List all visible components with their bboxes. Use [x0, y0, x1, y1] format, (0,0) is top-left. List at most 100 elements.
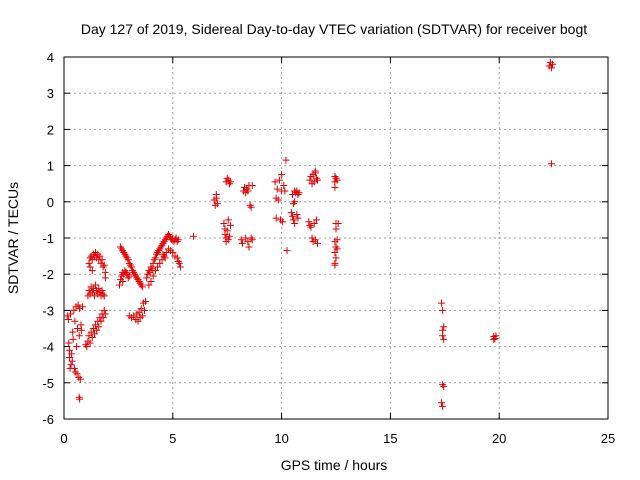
- data-point: [248, 182, 256, 190]
- data-point: [244, 238, 252, 246]
- data-point: [86, 339, 94, 347]
- data-point: [78, 303, 86, 311]
- data-point: [150, 256, 158, 264]
- data-point: [334, 220, 342, 228]
- data-point: [159, 239, 167, 247]
- data-point: [75, 332, 83, 340]
- data-point: [314, 239, 322, 247]
- data-point: [332, 225, 340, 233]
- data-point: [247, 203, 255, 211]
- data-point: [74, 301, 82, 309]
- y-tick-label: 4: [47, 50, 54, 65]
- data-point: [212, 191, 220, 199]
- y-tick-label: -6: [42, 412, 54, 427]
- data-point: [162, 248, 170, 256]
- data-point: [246, 201, 254, 209]
- data-point: [490, 335, 498, 343]
- data-point: [132, 272, 140, 280]
- data-point: [274, 196, 282, 204]
- data-point: [164, 230, 172, 238]
- data-point: [149, 259, 157, 267]
- data-point: [142, 297, 150, 305]
- data-point: [130, 312, 138, 320]
- data-point: [333, 245, 341, 253]
- data-point: [124, 256, 132, 264]
- y-tick-label: 3: [47, 86, 54, 101]
- data-point: [331, 248, 339, 256]
- data-point: [280, 182, 288, 190]
- y-tick-label: -1: [42, 231, 54, 246]
- data-point: [149, 272, 157, 280]
- data-point: [312, 216, 320, 224]
- data-point: [64, 315, 72, 323]
- data-point: [121, 267, 129, 275]
- data-point: [243, 185, 251, 193]
- data-point: [294, 214, 302, 222]
- data-point: [157, 243, 165, 251]
- data-point: [88, 334, 96, 342]
- data-point: [333, 236, 341, 244]
- data-point: [143, 274, 151, 282]
- data-point: [271, 178, 279, 186]
- data-point: [155, 247, 163, 255]
- data-point: [147, 263, 155, 271]
- data-point: [98, 256, 106, 264]
- data-point: [96, 252, 104, 260]
- data-point: [331, 261, 339, 269]
- data-point: [68, 350, 76, 358]
- data-point: [100, 292, 108, 300]
- x-tick-label: 0: [60, 431, 67, 446]
- y-axis-label: SDTVAR / TECUs: [5, 182, 21, 294]
- x-tick-label: 10: [274, 431, 288, 446]
- data-point: [97, 259, 105, 267]
- data-point: [161, 254, 169, 262]
- data-point: [87, 328, 95, 336]
- data-point: [124, 274, 132, 282]
- data-point: [221, 230, 229, 238]
- data-point: [311, 236, 319, 244]
- data-point: [88, 256, 96, 264]
- data-point: [154, 263, 162, 271]
- data-point: [67, 361, 75, 369]
- data-point: [93, 326, 101, 334]
- data-point: [73, 325, 81, 332]
- data-point: [158, 241, 166, 249]
- data-point: [118, 245, 126, 253]
- data-point: [547, 64, 555, 72]
- data-point: [169, 248, 177, 256]
- data-point: [491, 335, 499, 343]
- data-point: [141, 306, 149, 314]
- data-point: [76, 375, 84, 383]
- data-point: [129, 267, 137, 275]
- data-point: [147, 277, 155, 285]
- x-tick-label: 15: [383, 431, 397, 446]
- data-point: [245, 243, 253, 251]
- data-point: [138, 312, 146, 320]
- data-point: [125, 272, 133, 280]
- data-point: [226, 221, 234, 229]
- data-point: [82, 341, 90, 349]
- data-point: [290, 216, 298, 224]
- data-point: [101, 274, 109, 282]
- data-point: [123, 254, 131, 262]
- data-point: [440, 382, 448, 390]
- data-point: [223, 174, 231, 182]
- x-tick-label: 25: [601, 431, 615, 446]
- data-point: [152, 250, 160, 258]
- data-point: [86, 263, 94, 271]
- data-point: [73, 343, 81, 351]
- data-point: [189, 232, 197, 240]
- data-point: [332, 243, 340, 251]
- y-tick-label: -3: [42, 303, 54, 318]
- data-point: [238, 239, 246, 247]
- data-point: [121, 250, 129, 258]
- data-point: [439, 332, 447, 340]
- data-point: [156, 245, 164, 253]
- data-point: [126, 261, 134, 269]
- data-point: [160, 238, 168, 246]
- data-point: [148, 265, 156, 273]
- data-point: [224, 236, 232, 244]
- data-point: [95, 323, 103, 331]
- data-point: [307, 223, 315, 231]
